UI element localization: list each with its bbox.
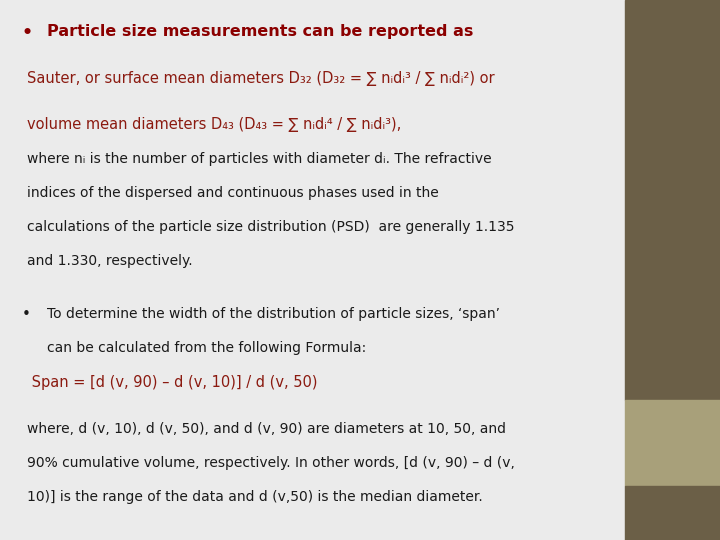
- Text: Particle size measurements can be reported as: Particle size measurements can be report…: [47, 24, 473, 39]
- Text: 90% cumulative volume, respectively. In other words, [d (v, 90) – d (v,: 90% cumulative volume, respectively. In …: [27, 456, 516, 470]
- Text: calculations of the particle size distribution (PSD)  are generally 1.135: calculations of the particle size distri…: [27, 220, 515, 234]
- Text: and 1.330, respectively.: and 1.330, respectively.: [27, 254, 193, 268]
- Text: •: •: [22, 307, 30, 322]
- Text: •: •: [22, 24, 32, 42]
- Text: Sauter, or surface mean diameters D₃₂ (D₃₂ = ∑ nᵢdᵢ³ / ∑ nᵢdᵢ²) or: Sauter, or surface mean diameters D₃₂ (D…: [27, 71, 495, 86]
- Text: volume mean diameters D₄₃ (D₄₃ = ∑ nᵢdᵢ⁴ / ∑ nᵢdᵢ³),: volume mean diameters D₄₃ (D₄₃ = ∑ nᵢdᵢ⁴…: [27, 117, 402, 132]
- Text: where, d (v, 10), d (v, 50), and d (v, 90) are diameters at 10, 50, and: where, d (v, 10), d (v, 50), and d (v, 9…: [27, 422, 506, 436]
- Bar: [625, 400, 720, 486]
- Text: indices of the dispersed and continuous phases used in the: indices of the dispersed and continuous …: [27, 186, 439, 200]
- Text: To determine the width of the distribution of particle sizes, ‘span’: To determine the width of the distributi…: [47, 307, 500, 321]
- Text: where nᵢ is the number of particles with diameter dᵢ. The refractive: where nᵢ is the number of particles with…: [27, 152, 492, 166]
- Bar: [625, 486, 720, 540]
- Bar: [625, 0, 720, 400]
- Text: Span = [d (v, 90) – d (v, 10)] / d (v, 50): Span = [d (v, 90) – d (v, 10)] / d (v, 5…: [27, 375, 318, 390]
- Text: 10)] is the range of the data and d (v,50) is the median diameter.: 10)] is the range of the data and d (v,5…: [27, 490, 483, 504]
- Text: can be calculated from the following Formula:: can be calculated from the following For…: [47, 341, 366, 355]
